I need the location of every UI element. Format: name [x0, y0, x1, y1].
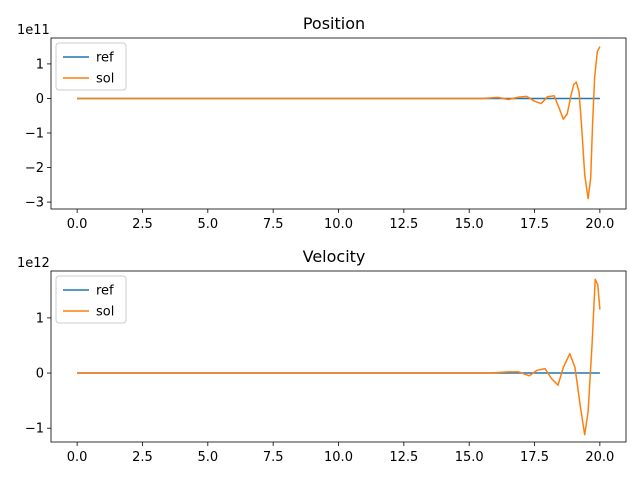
position-y-tick-label: 1	[36, 57, 44, 72]
velocity-y-tick-label: −1	[25, 422, 44, 437]
position-legend-box	[55, 42, 127, 91]
velocity-legend-box	[55, 275, 127, 324]
position-y-tick-label: −3	[25, 196, 44, 211]
position-x-tick-label: 15.0	[455, 217, 484, 232]
position-x-tick-label: 10.0	[324, 217, 353, 232]
position-y-tick-label: 0	[36, 92, 44, 107]
velocity-y-tick-label: 0	[36, 367, 44, 382]
velocity-x-tick-label: 20.0	[585, 450, 614, 465]
velocity-x-tick-label: 17.5	[520, 450, 549, 465]
position-x-tick-label: 0.0	[67, 217, 88, 232]
velocity-legend-label: ref	[96, 284, 114, 299]
velocity-legend-label: sol	[96, 305, 114, 320]
position-legend-label: sol	[96, 72, 114, 87]
velocity-x-tick-label: 2.5	[132, 450, 153, 465]
position-axes-frame	[50, 37, 627, 210]
velocity-x-tick-label: 5.0	[197, 450, 218, 465]
velocity-x-tick-label: 7.5	[263, 450, 284, 465]
velocity-x-tick-label: 15.0	[455, 450, 484, 465]
velocity-x-tick-label: 12.5	[389, 450, 418, 465]
velocity-title: Velocity	[303, 247, 366, 266]
velocity-panel: Velocity 1e12 0.0 2.5 5.0 7.5 10.0 12.5 15.0 17…	[17, 247, 627, 465]
position-y-tick-label: −1	[25, 127, 44, 142]
position-x-tick-label: 17.5	[520, 217, 549, 232]
position-panel: Position 1e11 0.0 2.5 5.0 7.5 10.0 12.5 15.0 17…	[17, 14, 627, 232]
position-y-offset-label: 1e11	[17, 23, 50, 38]
velocity-y-tick-label: 1	[36, 311, 44, 326]
position-title: Position	[303, 14, 365, 33]
velocity-x-tick-label: 10.0	[324, 450, 353, 465]
velocity-x-tick-label: 0.0	[67, 450, 88, 465]
position-legend-label: ref	[96, 51, 114, 66]
position-x-tick-label: 7.5	[263, 217, 284, 232]
position-y-tick-label: −2	[25, 161, 44, 176]
position-legend: ref sol	[55, 42, 127, 91]
position-x-tick-label: 2.5	[132, 217, 153, 232]
velocity-axes-frame	[50, 270, 627, 443]
position-series-line-sol	[77, 46, 601, 200]
position-x-tick-label: 20.0	[585, 217, 614, 232]
velocity-series-line-sol	[77, 278, 601, 436]
position-x-tick-label: 12.5	[389, 217, 418, 232]
velocity-y-offset-label: 1e12	[17, 256, 50, 271]
position-x-tick-label: 5.0	[197, 217, 218, 232]
velocity-legend: ref sol	[55, 275, 127, 324]
